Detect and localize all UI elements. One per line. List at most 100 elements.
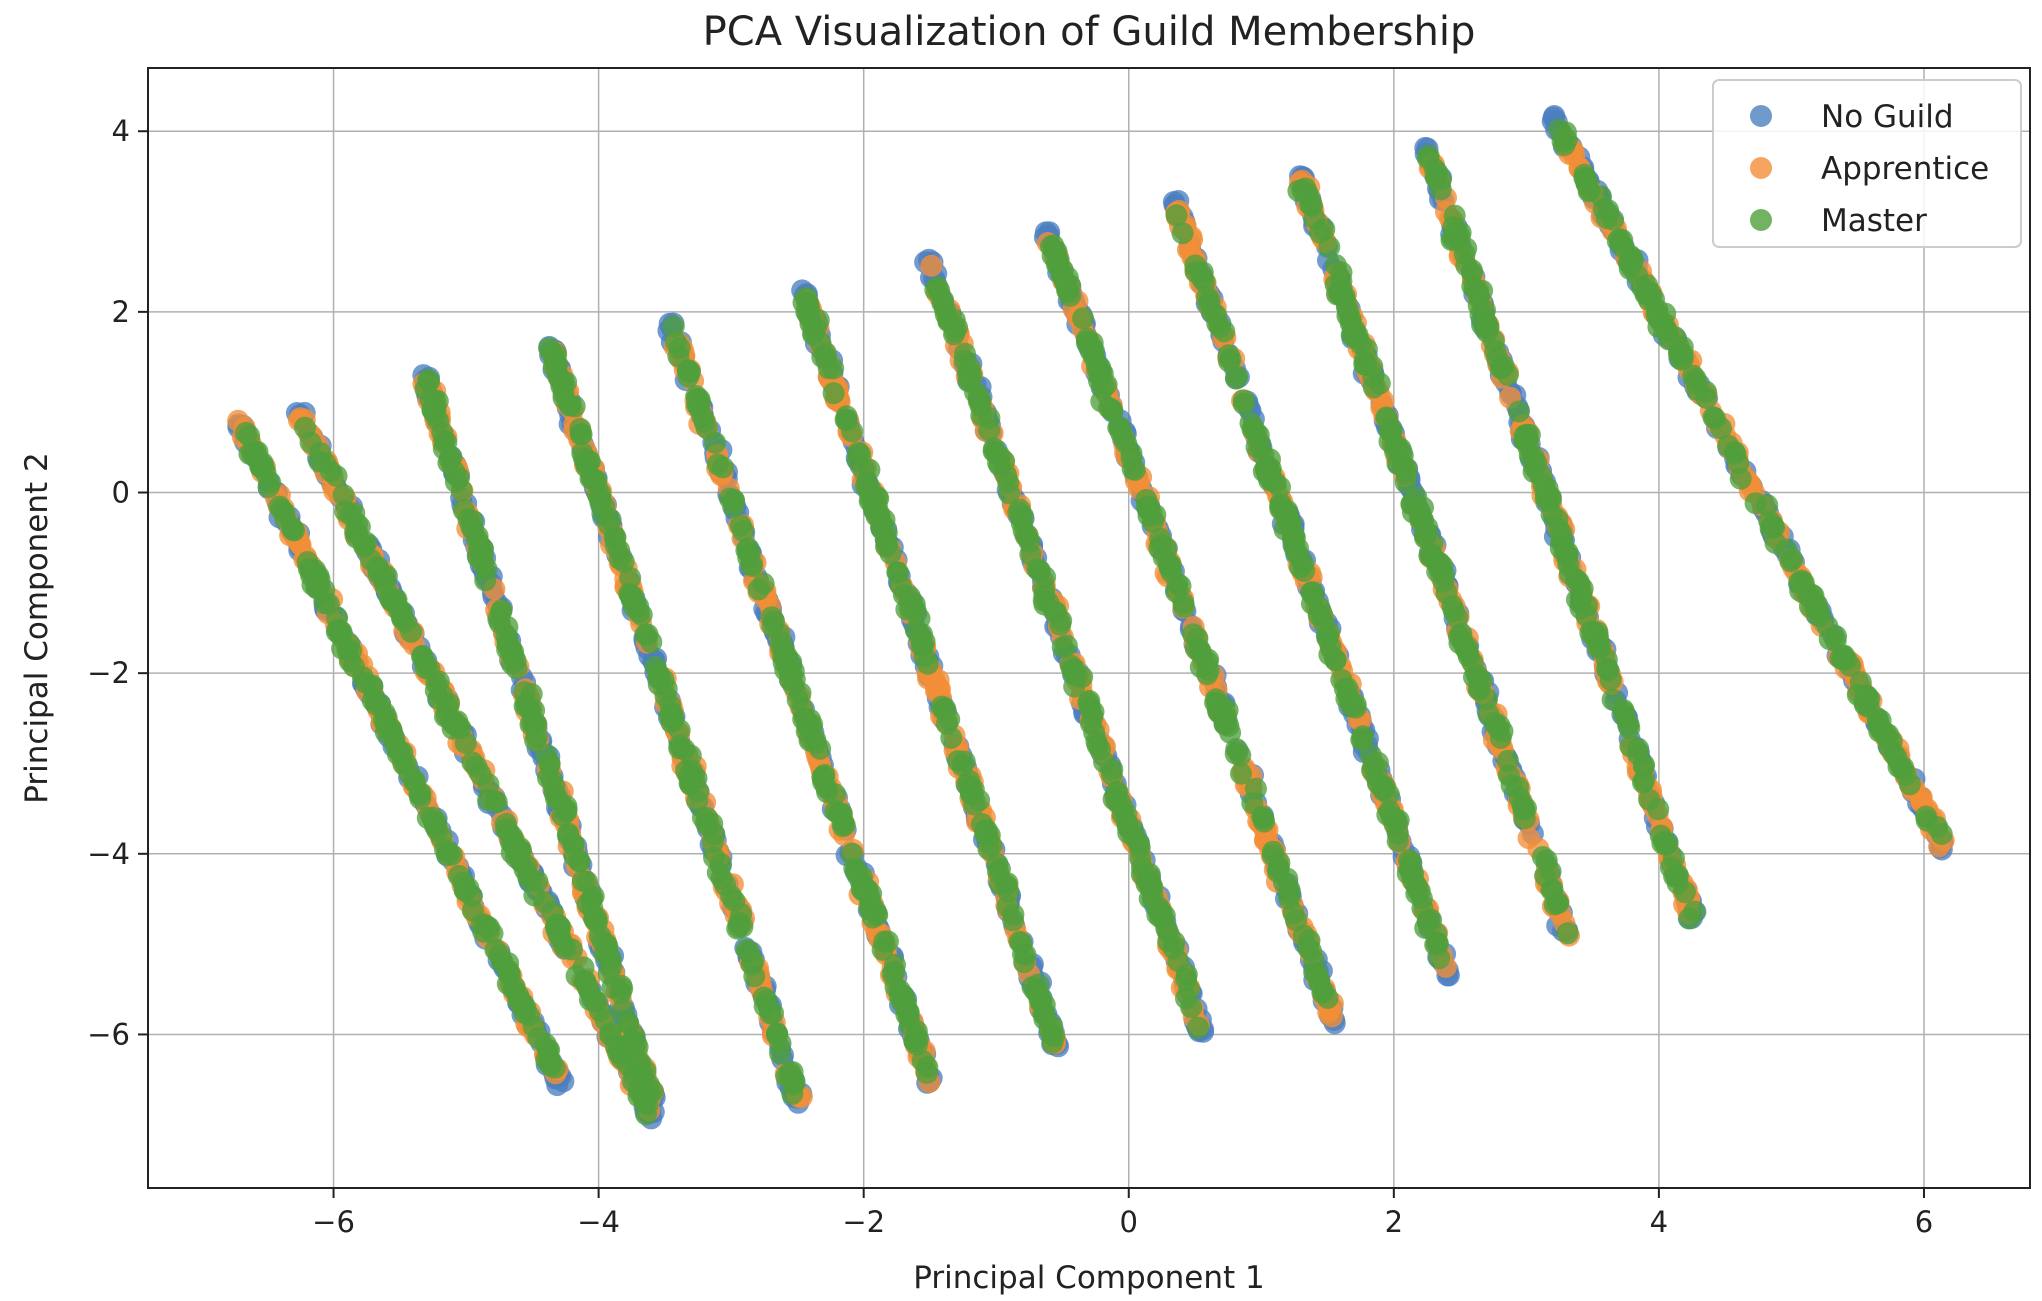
y-tick-label: −6 xyxy=(87,1017,130,1051)
point-master xyxy=(1339,308,1362,331)
point-master xyxy=(1883,743,1906,766)
point-master xyxy=(706,861,729,884)
axis-ticks: −6 −4 −2 0 2 4 6 −6 −4 −2 0 2 4 xyxy=(87,114,1933,1239)
point-master xyxy=(1008,498,1031,521)
x-axis-label: Principal Component 1 xyxy=(913,1260,1265,1296)
point-master xyxy=(1683,900,1706,923)
point-master xyxy=(1152,546,1175,569)
point-master xyxy=(325,465,348,487)
point-master xyxy=(1373,775,1396,798)
point-master xyxy=(546,913,569,936)
point-master xyxy=(1621,249,1644,272)
point-master xyxy=(1655,318,1678,340)
point-master xyxy=(574,451,597,474)
point-master xyxy=(460,884,483,907)
point-master xyxy=(622,1029,645,1052)
point-master xyxy=(1632,755,1655,778)
point-master xyxy=(1431,555,1454,577)
point-master xyxy=(431,421,454,444)
point-master xyxy=(1051,258,1074,281)
point-master xyxy=(1196,285,1219,308)
point-master xyxy=(235,421,257,444)
point-master xyxy=(1366,751,1389,774)
point-master xyxy=(1278,887,1301,910)
point-master xyxy=(569,417,592,440)
point-master xyxy=(538,1038,561,1061)
point-master xyxy=(1362,376,1385,399)
point-master xyxy=(545,355,568,378)
point-master xyxy=(1224,367,1247,390)
point-master xyxy=(1429,178,1452,201)
point-master xyxy=(421,399,444,422)
point-master xyxy=(678,772,701,795)
point-master xyxy=(1120,447,1143,470)
point-master xyxy=(1041,1031,1064,1054)
point-master xyxy=(783,1070,806,1093)
point-master xyxy=(1832,645,1855,668)
point-master xyxy=(524,711,547,734)
point-master xyxy=(987,452,1010,474)
point-master xyxy=(1612,698,1635,721)
point-master xyxy=(1353,349,1376,372)
point-master xyxy=(1082,345,1105,368)
point-master xyxy=(372,708,395,731)
point-master xyxy=(313,592,336,615)
point-master xyxy=(1619,735,1642,758)
point-master xyxy=(635,1082,658,1105)
point-master xyxy=(1575,172,1598,195)
point-master xyxy=(1453,242,1476,265)
x-tick-label: −4 xyxy=(577,1205,620,1239)
point-master xyxy=(1289,556,1311,579)
point-master xyxy=(1115,803,1138,826)
point-master xyxy=(500,832,523,855)
point-master xyxy=(701,812,724,835)
point-master xyxy=(437,841,460,864)
point-master xyxy=(338,650,361,673)
point-master xyxy=(881,963,904,985)
point-master xyxy=(1507,400,1530,423)
point-master xyxy=(856,471,879,494)
point-master xyxy=(998,482,1021,505)
point-master xyxy=(1383,814,1406,836)
point-master xyxy=(556,824,579,847)
point-master xyxy=(444,471,467,493)
chart-title: PCA Visualization of Guild Membership xyxy=(703,9,1476,55)
point-master xyxy=(339,504,362,526)
point-master xyxy=(849,443,872,466)
point-master xyxy=(581,887,604,910)
point-master xyxy=(989,873,1012,896)
point-master xyxy=(1218,350,1240,373)
point-master xyxy=(555,801,578,824)
point-master xyxy=(974,819,997,842)
point-master xyxy=(693,410,716,433)
point-master xyxy=(1230,762,1252,785)
point-master xyxy=(850,865,873,888)
point-master xyxy=(652,668,675,691)
point-master xyxy=(579,988,601,1011)
legend-frame xyxy=(1712,79,2022,248)
point-master xyxy=(329,620,352,643)
point-master xyxy=(1389,437,1412,460)
point-master xyxy=(968,789,991,812)
y-axis-label: Principal Component 2 xyxy=(19,452,55,804)
point-master xyxy=(1308,221,1331,244)
point-master xyxy=(1090,390,1113,413)
point-master xyxy=(1040,235,1062,258)
point-master xyxy=(1324,648,1347,671)
point-master xyxy=(495,813,517,835)
y-tick-label: 0 xyxy=(112,476,130,510)
point-master xyxy=(1489,726,1512,749)
point-master xyxy=(817,357,840,380)
data-points xyxy=(227,105,1955,1130)
point-master xyxy=(1877,723,1900,746)
point-master xyxy=(496,634,519,657)
point-master xyxy=(308,450,331,473)
point-master xyxy=(1474,299,1496,322)
point-master xyxy=(1671,347,1694,370)
point-master xyxy=(1316,987,1339,1009)
point-master xyxy=(416,807,439,829)
legend-marker-no-guild xyxy=(1750,105,1772,127)
point-master xyxy=(958,769,981,792)
point-master xyxy=(1791,569,1813,592)
